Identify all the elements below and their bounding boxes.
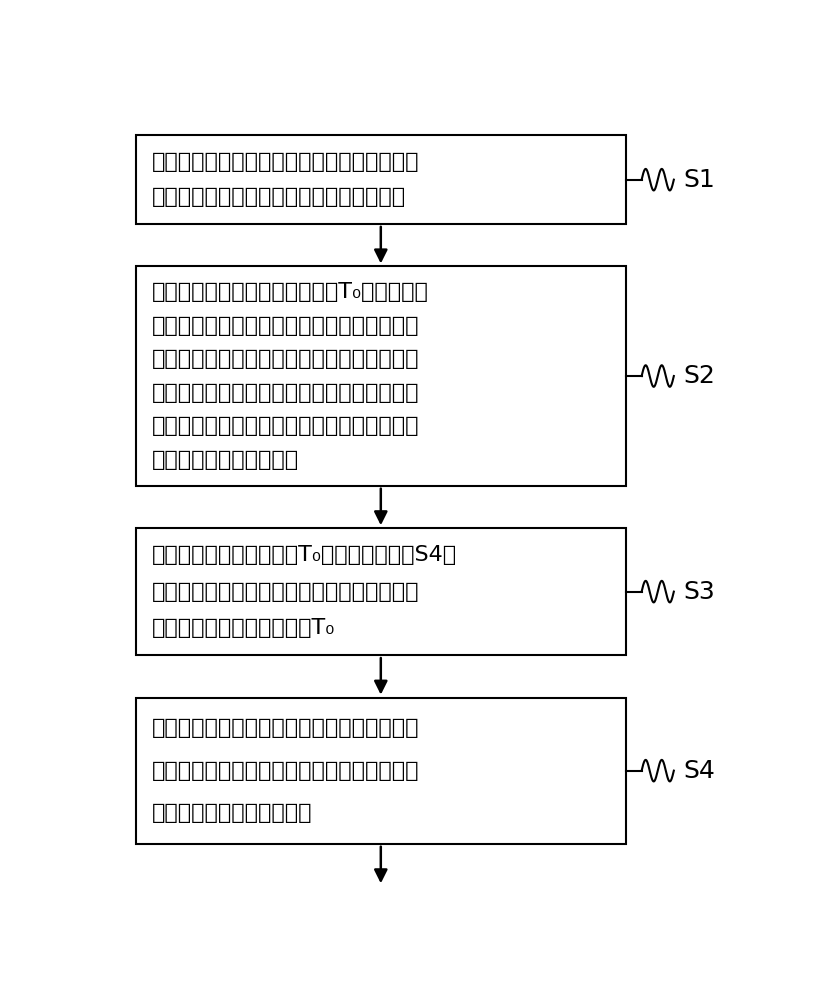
Text: 若否，则油泵的转速降低至第二预设转速，直: 若否，则油泵的转速降低至第二预设转速，直 bbox=[152, 582, 420, 602]
Bar bbox=[136, 528, 626, 655]
Bar bbox=[136, 135, 626, 224]
Text: S4: S4 bbox=[683, 759, 715, 783]
Bar bbox=[136, 266, 626, 486]
Text: 经油泵的油液，低温卸荷阀开启，油泵在发动: 经油泵的油液，低温卸荷阀开启，油泵在发动 bbox=[152, 349, 420, 369]
Text: S2: S2 bbox=[683, 364, 715, 388]
Text: 机热机时以第一预设转速转动，底壳内的油液: 机热机时以第一预设转速转动，底壳内的油液 bbox=[152, 383, 420, 403]
Text: 判断油液的温度是否达到T₀，若是，则执行S4；: 判断油液的温度是否达到T₀，若是，则执行S4； bbox=[152, 545, 457, 565]
Text: S3: S3 bbox=[683, 580, 715, 604]
Text: S1: S1 bbox=[683, 168, 715, 192]
Text: 壳，直至发动机热机结束: 壳，直至发动机热机结束 bbox=[152, 450, 299, 470]
Text: 启动自动变速器，温度传感器实时采集自动变: 启动自动变速器，温度传感器实时采集自动变 bbox=[152, 152, 420, 172]
Text: 至油液的温度大于或者等于T₀: 至油液的温度大于或者等于T₀ bbox=[152, 618, 336, 638]
Text: 能够依次经油泵、滤清器及低温卸荷阀返回底: 能够依次经油泵、滤清器及低温卸荷阀返回底 bbox=[152, 416, 420, 436]
Text: 速器进入低温启动模式，加热件开启以加热流: 速器进入低温启动模式，加热件开启以加热流 bbox=[152, 316, 420, 336]
Text: 滤清器对用油系统进行供油: 滤清器对用油系统进行供油 bbox=[152, 803, 312, 823]
Text: 低温卸荷阀，底壳内的油液能够依次经油泵和: 低温卸荷阀，底壳内的油液能够依次经油泵和 bbox=[152, 761, 420, 781]
Text: 若油液的温度低于第一预设温度T₀，则自动变: 若油液的温度低于第一预设温度T₀，则自动变 bbox=[152, 282, 429, 302]
Text: 自动变速器进入正常工作模式，关闭加热件和: 自动变速器进入正常工作模式，关闭加热件和 bbox=[152, 718, 420, 738]
Text: 速器内的油液的温度，发动机进入热机状态: 速器内的油液的温度，发动机进入热机状态 bbox=[152, 187, 406, 207]
Bar bbox=[136, 698, 626, 844]
